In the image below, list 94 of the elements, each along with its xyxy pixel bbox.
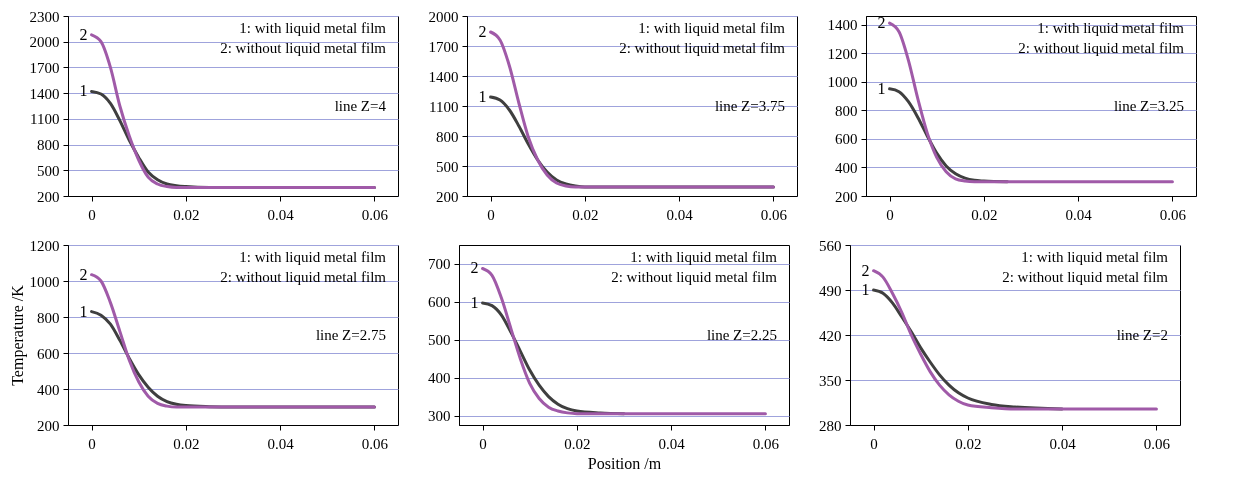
x-tick-label: 0.02	[173, 435, 200, 452]
annotation: line Z=2.25	[706, 327, 777, 343]
x-tick-label: 0	[487, 206, 495, 223]
annotation: 1: with liquid metal film	[638, 20, 786, 36]
x-tick-label: 0.02	[564, 435, 591, 452]
x-tick-label: 0.02	[572, 206, 599, 223]
y-tick-label: 200	[835, 188, 858, 205]
y-tick-label: 490	[819, 282, 842, 299]
x-tick-label: 0.04	[267, 435, 295, 452]
series-label: 2	[79, 25, 88, 43]
y-tick-label: 1000	[29, 273, 60, 290]
x-tick-label: 0.02	[955, 435, 982, 452]
annotation: 2: without liquid metal film	[1018, 40, 1185, 56]
y-tick-label: 800	[436, 128, 459, 145]
y-tick-label: 1700	[428, 38, 459, 55]
y-tick-label: 350	[819, 372, 842, 389]
annotation: 2: without liquid metal film	[220, 40, 387, 56]
x-tick-label: 0.04	[267, 206, 295, 223]
annotation: 2: without liquid metal film	[619, 40, 786, 56]
y-tick-label: 600	[835, 131, 858, 148]
y-tick-label: 800	[37, 309, 60, 326]
x-tick-label: 0.04	[666, 206, 694, 223]
y-axis-title: Temperature /K	[8, 284, 27, 386]
x-tick-label: 0.04	[1065, 206, 1093, 223]
annotation: 2: without liquid metal film	[1002, 269, 1169, 285]
y-tick-label: 1100	[30, 111, 60, 128]
annotation: line Z=2	[1116, 327, 1168, 343]
x-axis-title: Position /m	[587, 454, 662, 472]
y-tick-label: 1100	[429, 98, 459, 115]
y-tick-label: 200	[436, 188, 459, 205]
annotation: 1: with liquid metal film	[630, 249, 778, 265]
y-tick-label: 560	[819, 237, 842, 254]
x-tick-label: 0	[886, 206, 894, 223]
series-label: 1	[470, 293, 479, 311]
annotation: 1: with liquid metal film	[1037, 20, 1185, 36]
y-tick-label: 2300	[29, 8, 60, 25]
y-tick-label: 2000	[29, 34, 60, 51]
annotation: 1: with liquid metal film	[1021, 249, 1169, 265]
x-tick-label: 0.06	[361, 435, 389, 452]
y-tick-label: 500	[436, 158, 459, 175]
y-tick-label: 1200	[29, 237, 60, 254]
x-tick-label: 0.06	[1159, 206, 1187, 223]
x-tick-label: 0.06	[752, 435, 780, 452]
annotation: 2: without liquid metal film	[611, 269, 778, 285]
y-tick-label: 600	[37, 345, 60, 362]
y-tick-label: 800	[835, 102, 858, 119]
x-tick-label: 0	[88, 435, 96, 452]
x-tick-label: 0	[870, 435, 878, 452]
y-tick-label: 420	[819, 327, 842, 344]
annotation: line Z=3.75	[714, 98, 785, 114]
series-label: 2	[79, 265, 88, 283]
y-tick-label: 400	[835, 159, 858, 176]
annotation: line Z=2.75	[315, 327, 386, 343]
y-tick-label: 280	[819, 417, 842, 434]
y-tick-label: 1200	[827, 45, 858, 62]
x-tick-label: 0.04	[658, 435, 686, 452]
series-label: 2	[861, 261, 870, 279]
annotation: 1: with liquid metal film	[239, 20, 387, 36]
y-tick-label: 800	[37, 137, 60, 154]
series-label: 1	[79, 302, 88, 320]
annotation: 2: without liquid metal film	[220, 269, 387, 285]
y-tick-label: 1700	[29, 59, 60, 76]
x-tick-label: 0.02	[971, 206, 998, 223]
series-label: 1	[478, 88, 487, 105]
y-tick-label: 600	[428, 294, 451, 311]
y-tick-label: 1400	[428, 68, 459, 85]
y-tick-label: 1400	[29, 85, 60, 102]
y-tick-label: 1400	[827, 17, 858, 34]
y-tick-label: 400	[37, 381, 60, 398]
y-tick-label: 500	[428, 332, 451, 349]
series-label: 2	[470, 259, 479, 277]
series-label: 1	[877, 79, 886, 97]
y-tick-label: 500	[37, 162, 60, 179]
y-tick-label: 300	[428, 408, 451, 425]
series-label: 1	[79, 82, 88, 100]
y-tick-label: 200	[37, 188, 60, 205]
x-tick-label: 0.06	[1143, 435, 1171, 452]
series-label: 2	[478, 23, 487, 40]
series-label: 1	[861, 281, 870, 298]
x-tick-label: 0.02	[173, 206, 200, 223]
y-tick-label: 1000	[827, 74, 858, 91]
x-tick-label: 0	[479, 435, 487, 452]
x-tick-label: 0	[88, 206, 96, 223]
y-tick-label: 200	[37, 417, 60, 434]
annotation: line Z=4	[334, 98, 387, 114]
annotation: 1: with liquid metal film	[239, 249, 387, 265]
series-label: 2	[877, 14, 886, 32]
x-tick-label: 0.04	[1049, 435, 1077, 452]
x-tick-label: 0.06	[760, 206, 788, 223]
y-tick-label: 700	[428, 256, 451, 273]
y-tick-label: 400	[428, 370, 451, 387]
x-tick-label: 0.06	[361, 206, 389, 223]
y-tick-label: 2000	[428, 8, 459, 25]
annotation: line Z=3.25	[1113, 98, 1184, 114]
